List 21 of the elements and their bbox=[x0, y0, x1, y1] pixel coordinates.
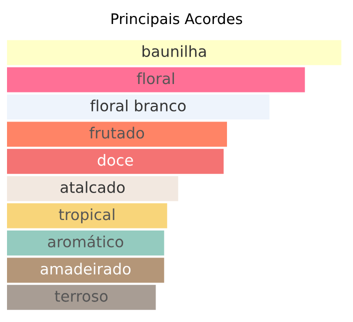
y-tick-label: atalcado bbox=[60, 181, 125, 194]
bar bbox=[7, 284, 156, 310]
y-tick-label: floral branco bbox=[90, 100, 186, 112]
y-tick-label: aromático bbox=[48, 234, 124, 248]
bar bbox=[7, 122, 227, 147]
bar bbox=[7, 94, 270, 120]
y-tick-label: tropical bbox=[58, 208, 114, 224]
bar bbox=[7, 40, 342, 66]
y-tick-label: doce bbox=[98, 154, 133, 166]
y-tick-label: floral bbox=[136, 72, 174, 84]
chart-title: Principais Acordes bbox=[112, 12, 242, 28]
y-tick-label: amadeirado bbox=[40, 262, 131, 275]
bar bbox=[7, 258, 164, 283]
y-tick-label: baunilha bbox=[142, 45, 206, 58]
y-tick-label: terroso bbox=[54, 290, 108, 302]
bar bbox=[7, 176, 178, 202]
y-tick-label: frutado bbox=[89, 126, 144, 139]
bar bbox=[7, 203, 168, 228]
bar bbox=[7, 148, 224, 174]
bar bbox=[7, 67, 305, 92]
bar bbox=[7, 230, 164, 256]
